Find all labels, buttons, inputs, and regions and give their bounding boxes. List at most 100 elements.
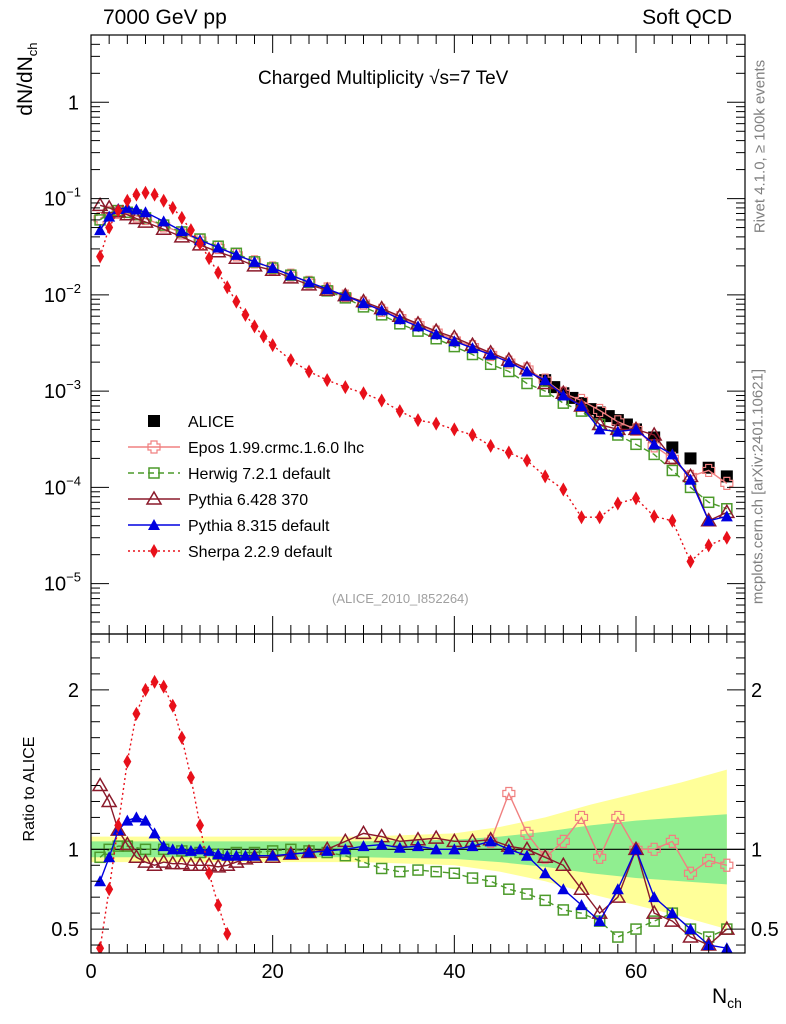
legend-item-alice (148, 415, 160, 427)
y-tick-label: 1 (68, 92, 79, 114)
data-point (303, 276, 315, 288)
ratio-data-point (182, 856, 200, 872)
data-point (128, 210, 145, 225)
data-point (284, 269, 297, 281)
data-point (205, 251, 214, 266)
ratio-data-point (209, 858, 227, 873)
series-sherpa-2-2-9-default (96, 185, 731, 569)
data-point (466, 342, 479, 354)
x-tick-label: 0 (85, 961, 96, 983)
ratio-data-point (611, 810, 625, 825)
ratio-y-tick-label-right: 0.5 (751, 919, 779, 941)
legend-marker (148, 415, 160, 427)
ratio-plot-area (91, 674, 736, 953)
ratio-data-point (575, 899, 588, 911)
ratio-data-point (630, 843, 642, 855)
data-point (539, 385, 551, 397)
main-plot-area (91, 185, 736, 569)
ratio-data-point (611, 883, 624, 895)
legend-marker (148, 519, 160, 530)
ratio-data-point (448, 867, 461, 879)
ratio-data-point (502, 843, 515, 855)
data-point (666, 441, 679, 454)
ratio-data-point (214, 898, 223, 913)
y-tick-label: 10−2 (44, 281, 81, 307)
ratio-data-point (150, 674, 159, 689)
ratio-y-tick-label-right: 2 (751, 680, 762, 702)
data-point (248, 255, 261, 267)
ratio-data-point (284, 848, 297, 860)
legend-marker (148, 467, 160, 479)
ratio-y-tick-label-left: 1 (68, 839, 79, 861)
ratio-series-line (99, 785, 728, 946)
ratio-data-point (175, 843, 188, 855)
ratio-data-point (248, 849, 261, 861)
data-point (720, 510, 733, 522)
legend-item-pythia-8-315-default (128, 519, 180, 530)
data-point (539, 374, 552, 386)
data-point (232, 294, 241, 309)
data-point (341, 380, 350, 395)
data-point (630, 438, 642, 451)
ratio-y-tick-label-left: 0.5 (51, 919, 79, 941)
data-point (577, 510, 586, 525)
ratio-data-point (539, 894, 551, 907)
data-point (647, 439, 661, 453)
data-point (484, 348, 497, 360)
data-point (666, 464, 679, 477)
legend-label: Epos 1.99.crmc.1.6.0 lhc (188, 440, 364, 457)
data-point (139, 206, 152, 218)
ratio-data-point (375, 838, 388, 850)
ratio-data-point (394, 865, 406, 878)
data-point (486, 438, 495, 453)
x-tick-label: 60 (625, 961, 647, 983)
y-tick-label: 10−1 (44, 185, 81, 211)
ratio-data-point (173, 855, 191, 870)
data-point (250, 319, 259, 334)
data-point (168, 200, 177, 215)
data-point (357, 297, 370, 309)
data-point (502, 356, 515, 368)
data-point (177, 210, 186, 225)
ratio-data-point (96, 941, 105, 953)
ratio-data-point (205, 866, 214, 881)
data-point (593, 423, 606, 435)
ratio-data-point (168, 698, 177, 713)
data-point (96, 249, 105, 264)
data-point (702, 514, 715, 526)
ratio-data-point (502, 786, 516, 801)
ratio-data-point (100, 792, 118, 808)
data-point (223, 280, 232, 295)
data-point (266, 262, 279, 274)
ratio-data-point (159, 679, 168, 694)
data-point (632, 491, 640, 506)
ratio-data-point (630, 923, 642, 935)
ratio-data-point (119, 836, 136, 851)
data-point (575, 400, 588, 412)
data-point (541, 469, 550, 484)
data-point (91, 196, 109, 212)
ratio-data-point (720, 858, 734, 872)
data-point (375, 304, 388, 316)
ratio-data-point (521, 888, 533, 900)
ratio-data-point (121, 814, 134, 826)
ratio-data-point (103, 851, 116, 863)
ratio-data-point (230, 849, 243, 861)
data-point (414, 413, 422, 428)
series-line (99, 209, 728, 510)
ratio-data-point (645, 904, 663, 919)
ratio-data-point (612, 931, 624, 943)
ratio-data-point (239, 849, 252, 861)
data-point (266, 261, 280, 275)
legend-item-epos-1-99-crmc-1-6-0-lhc (128, 440, 180, 454)
ratio-data-point (718, 920, 736, 935)
data-point (305, 364, 313, 379)
data-point (377, 393, 386, 408)
ratio-data-point (557, 904, 570, 916)
ratio-data-point (221, 849, 234, 861)
legend-item-sherpa-2-2-9-default (128, 544, 180, 558)
ratio-data-point (503, 883, 515, 895)
data-point (648, 448, 660, 461)
data-point (650, 509, 659, 524)
ratio-data-point (155, 853, 172, 868)
